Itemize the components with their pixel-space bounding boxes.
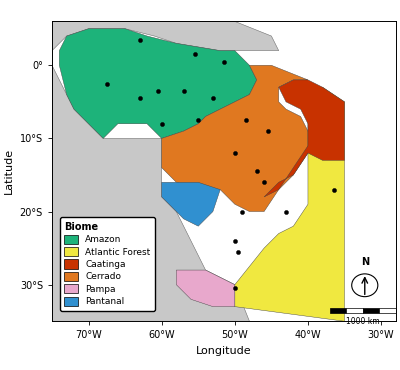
Legend: Amazon, Atlantic Forest, Caatinga, Cerrado, Pampa, Pantanal: Amazon, Atlantic Forest, Caatinga, Cerra…: [60, 218, 155, 311]
Polygon shape: [52, 51, 250, 321]
Polygon shape: [162, 182, 220, 226]
Bar: [363, 308, 379, 313]
Bar: [330, 308, 346, 313]
Polygon shape: [52, 21, 279, 51]
Polygon shape: [264, 80, 344, 197]
Polygon shape: [59, 29, 257, 138]
X-axis label: Longitude: Longitude: [196, 346, 252, 356]
Y-axis label: Latitude: Latitude: [4, 148, 14, 194]
Bar: [346, 308, 363, 313]
Polygon shape: [176, 270, 235, 307]
Bar: [379, 308, 396, 313]
Text: 1000 km: 1000 km: [346, 317, 380, 326]
Text: N: N: [361, 257, 369, 267]
Polygon shape: [235, 87, 344, 321]
Polygon shape: [162, 65, 322, 212]
